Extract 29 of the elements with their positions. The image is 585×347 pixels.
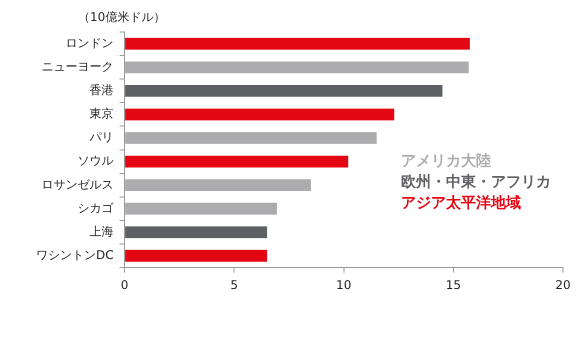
bar — [125, 132, 377, 144]
y-tick-label: 東京 — [90, 106, 114, 121]
x-tick-label: 5 — [230, 278, 238, 292]
text: アジア太平洋地域 — [400, 193, 521, 212]
bar — [125, 108, 394, 120]
x-tick-label: 15 — [446, 278, 462, 292]
y-tick-label: パリ — [88, 130, 114, 144]
y-tick-label: ニューヨーク — [42, 59, 114, 74]
y-tick-label: シカゴ — [78, 200, 115, 215]
bar — [125, 250, 268, 262]
bar — [125, 38, 470, 50]
bar — [125, 226, 268, 238]
y-tick-label: ロンドン — [66, 36, 114, 50]
y-tick-label: 上海 — [90, 224, 114, 238]
x-axis-title: （10億米ドル） — [78, 10, 166, 24]
x-tick-label: 10 — [336, 278, 352, 292]
y-tick-label: 香港 — [90, 83, 114, 98]
bar — [125, 156, 348, 168]
text: 欧州・中東・アフリカ — [400, 172, 551, 190]
series-label: アメリカ大陸 — [400, 151, 491, 170]
x-tick-label: 0 — [120, 278, 128, 292]
bar — [125, 179, 311, 192]
y-tick-label: ロサンゼルス — [42, 177, 114, 192]
bar — [125, 202, 277, 215]
y-tick-label: ソウル — [78, 154, 114, 168]
bar — [125, 61, 469, 74]
x-tick-label: 20 — [555, 278, 571, 292]
bar — [125, 85, 442, 97]
y-tick-label: ワシントンDC — [36, 248, 114, 262]
